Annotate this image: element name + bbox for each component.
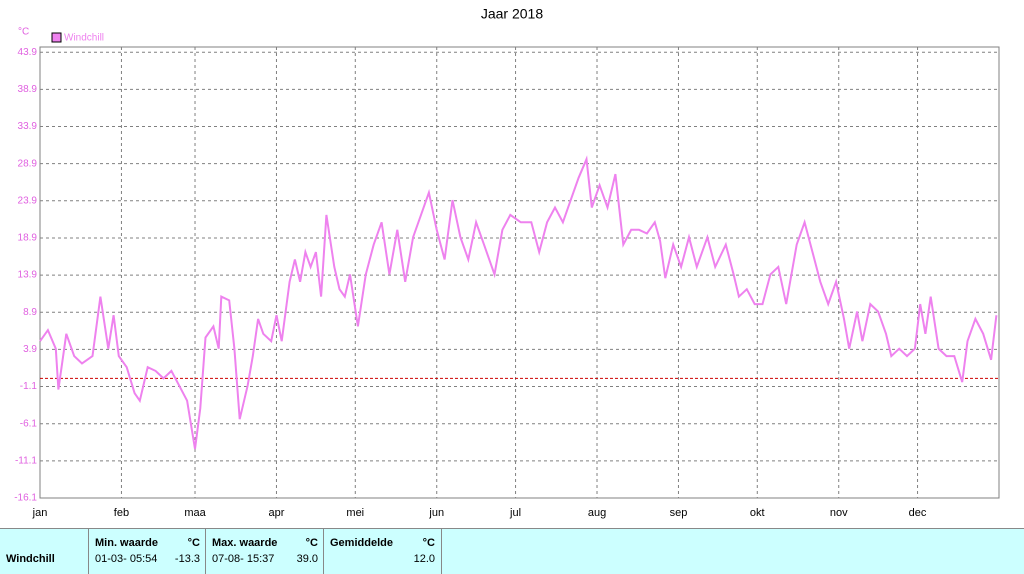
y-tick-label: 33.9 (18, 121, 38, 132)
unit: °C (305, 537, 318, 549)
value: -13.3 (174, 553, 200, 565)
y-tick-label: 18.9 (18, 233, 38, 244)
x-tick-label: nov (830, 507, 848, 519)
x-tick-label: mei (346, 507, 364, 519)
x-tick-label: jun (428, 507, 444, 519)
chart-title: Jaar 2018 (481, 6, 543, 22)
header: Min. waarde (95, 537, 158, 549)
value: 12.0 (413, 553, 435, 565)
time: 01-03- 05:54 (95, 553, 158, 565)
y-unit: °C (18, 27, 29, 38)
x-tick-label: sep (670, 507, 688, 519)
legend-swatch (51, 32, 62, 43)
x-tick-label: jul (509, 507, 521, 519)
plot-area (39, 46, 1000, 499)
x-tick-label: apr (269, 507, 285, 519)
y-tick-label: 3.9 (23, 344, 37, 355)
legend-label: Windchill (64, 33, 104, 44)
column: Gemiddelde °C 12.0 (323, 529, 442, 574)
header: Gemiddelde (330, 537, 393, 549)
y-tick-label: 23.9 (18, 195, 38, 206)
x-tick-label: feb (114, 507, 129, 519)
chart: Jaar 2018 °C -16.1 -11.1 -6.1 -1.1 3.9 8.9 13.… (14, 6, 1000, 519)
column: Max. waarde °C 07-08- 15:37 39.0 (205, 529, 324, 574)
value: 39.0 (296, 553, 318, 565)
y-tick-label: -6.1 (20, 418, 38, 429)
column: Min. waarde °C 01-03- 05:54 -13.3 (88, 529, 206, 574)
unit: °C (187, 537, 200, 549)
x-tick-label: dec (909, 507, 927, 519)
y-tick-label: 8.9 (23, 307, 37, 318)
stats-table: Windchill Min. waarde °C 01-03- 05:54 -1… (0, 528, 1024, 574)
unit: °C (422, 537, 435, 549)
y-tick-label: 13.9 (18, 270, 38, 281)
y-tick-label: 38.9 (18, 84, 38, 95)
header: Max. waarde (212, 537, 278, 549)
data-line (39, 155, 998, 450)
y-tick-label: -11.1 (15, 455, 37, 466)
x-tick-label: aug (588, 507, 606, 519)
y-tick-label: -16.1 (14, 493, 37, 504)
x-tick-label: maa (184, 507, 206, 519)
y-tick-label: 28.9 (18, 158, 38, 169)
x-tick-label: okt (750, 507, 765, 519)
x-tick-label: jan (32, 507, 48, 519)
y-tick-label: 43.9 (18, 47, 38, 58)
time: 07-08- 15:37 (212, 553, 275, 565)
y-tick-label: -1.1 (20, 381, 38, 392)
row-label: Windchill (6, 553, 55, 565)
